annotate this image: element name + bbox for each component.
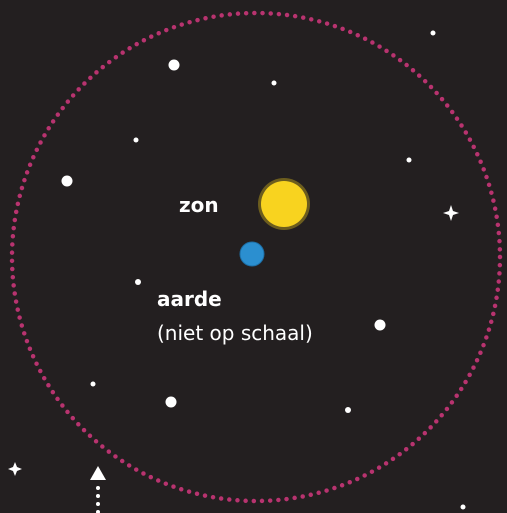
illustration: zon aarde (niet op schaal) bbox=[0, 0, 507, 513]
page: zon aarde (niet op schaal) (() => { cons… bbox=[0, 0, 507, 513]
star bbox=[166, 397, 177, 408]
sun bbox=[261, 181, 307, 227]
star bbox=[169, 60, 180, 71]
scale-note: (niet op schaal) bbox=[157, 321, 313, 345]
star bbox=[62, 176, 73, 187]
star bbox=[134, 138, 139, 143]
sun-label: zon bbox=[179, 193, 219, 217]
star bbox=[375, 320, 386, 331]
star bbox=[272, 81, 277, 86]
star bbox=[345, 407, 351, 413]
star bbox=[407, 158, 412, 163]
star bbox=[91, 382, 96, 387]
earth-label: aarde bbox=[157, 287, 222, 311]
star bbox=[431, 31, 436, 36]
star bbox=[135, 279, 141, 285]
earth bbox=[240, 242, 264, 266]
star bbox=[461, 505, 466, 510]
